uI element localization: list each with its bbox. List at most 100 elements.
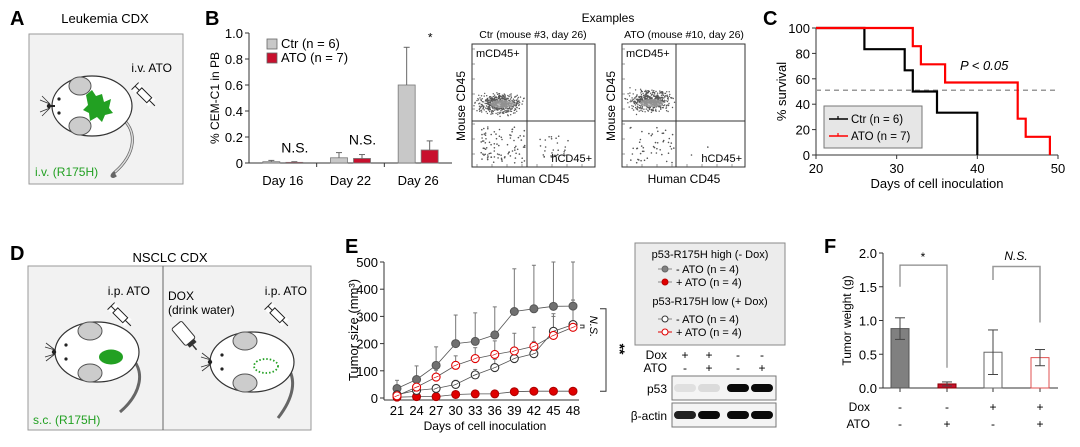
event-dot <box>634 89 637 91</box>
event-dot <box>511 130 513 133</box>
event-dot <box>644 96 647 98</box>
event-dot <box>632 109 635 111</box>
data-point-tick <box>433 375 439 379</box>
event-dot <box>512 112 515 114</box>
event-dot <box>486 158 489 161</box>
event-dot <box>513 162 516 164</box>
event-dot <box>480 95 483 97</box>
event-dot <box>478 105 481 108</box>
event-dot <box>662 139 665 142</box>
event-dot <box>640 109 642 112</box>
y-tick-label: 1.0 <box>859 314 877 329</box>
event-dot <box>476 110 478 112</box>
event-dot <box>651 97 653 100</box>
data-point <box>470 389 480 399</box>
y-tick-label: 0.6 <box>225 78 243 93</box>
event-dot <box>483 154 485 156</box>
legend-item: + ATO (n = 4) <box>658 327 742 339</box>
blot-label: p53 <box>647 382 667 396</box>
data-point <box>529 304 539 314</box>
event-dot <box>514 101 516 104</box>
density-core <box>639 99 664 107</box>
event-dot <box>485 147 488 149</box>
event-dot <box>523 144 526 147</box>
dox-sign: - <box>945 400 949 414</box>
event-dot <box>493 143 496 145</box>
event-dot <box>636 98 638 101</box>
event-dot <box>661 153 663 156</box>
event-dot <box>487 126 489 128</box>
event-dot <box>639 138 642 141</box>
event-dot <box>493 131 496 133</box>
event-dot <box>631 105 633 107</box>
event-dot <box>642 92 644 95</box>
event-dot <box>654 97 657 100</box>
event-dot <box>632 147 634 150</box>
event-dot <box>644 97 647 100</box>
event-dot <box>665 106 668 108</box>
event-dot <box>640 94 643 96</box>
event-dot <box>521 103 523 105</box>
event-dot <box>516 148 519 151</box>
y-axis-label: Tumor weight (g) <box>840 275 854 365</box>
event-dot <box>498 98 501 100</box>
blot-label: β-actin <box>631 409 667 423</box>
event-dot <box>640 145 643 147</box>
data-point <box>568 386 578 396</box>
event-dot <box>499 95 501 98</box>
event-dot <box>665 100 667 102</box>
event-dot <box>484 148 487 150</box>
event-dot <box>523 160 526 162</box>
event-dot <box>485 111 487 113</box>
event-dot <box>493 109 495 111</box>
event-dot <box>495 133 497 135</box>
panel-b-chart: 0 0.2 0.4 0.6 0.8 1.0% CEM-C1 in PB Day 16 N.S.… <box>208 26 452 188</box>
event-dot <box>494 97 497 99</box>
y-axis-label: % survival <box>774 62 789 121</box>
event-dot <box>480 105 482 108</box>
event-dot <box>664 104 666 106</box>
event-dot <box>515 152 517 155</box>
event-dot <box>550 155 552 157</box>
bar <box>285 161 304 164</box>
event-dot <box>485 107 487 109</box>
event-dot <box>659 149 661 151</box>
event-dot <box>506 98 508 100</box>
series-line <box>396 390 573 398</box>
event-dot <box>542 154 545 156</box>
data-point <box>490 330 500 340</box>
legend-item-label: + ATO (n = 4) <box>676 327 742 339</box>
significance-label: N.S. <box>281 139 308 155</box>
event-dot <box>496 153 499 155</box>
event-dot <box>478 94 480 97</box>
event-dot <box>635 108 638 110</box>
event-dot <box>650 152 653 154</box>
significance-double-star: ** <box>612 344 628 355</box>
event-dot <box>636 147 639 150</box>
event-dot <box>483 95 485 97</box>
event-dot <box>488 99 491 101</box>
bracket-double-star <box>600 308 607 392</box>
x-tick-label: 48 <box>566 403 580 418</box>
row-label-ato: ATO <box>846 417 870 431</box>
event-dot <box>522 100 524 102</box>
data-point-tick <box>394 394 400 398</box>
event-dot <box>523 129 526 132</box>
event-dot <box>670 142 673 144</box>
western-row-label: Dox <box>646 348 667 362</box>
data-point-tick <box>511 357 517 360</box>
right-injection-label: i.p. ATO <box>265 284 307 298</box>
event-dot <box>650 111 653 114</box>
event-dot <box>672 97 674 100</box>
event-dot <box>481 158 483 160</box>
event-dot <box>497 157 499 159</box>
mouse-icon <box>200 331 295 419</box>
event-dot <box>479 97 481 99</box>
event-dot <box>492 110 494 113</box>
event-dot <box>500 97 502 100</box>
event-dot <box>491 111 493 113</box>
event-dot <box>557 153 559 156</box>
event-dot <box>662 91 664 94</box>
x-tick-label: 21 <box>390 403 404 418</box>
event-dot <box>539 138 541 141</box>
